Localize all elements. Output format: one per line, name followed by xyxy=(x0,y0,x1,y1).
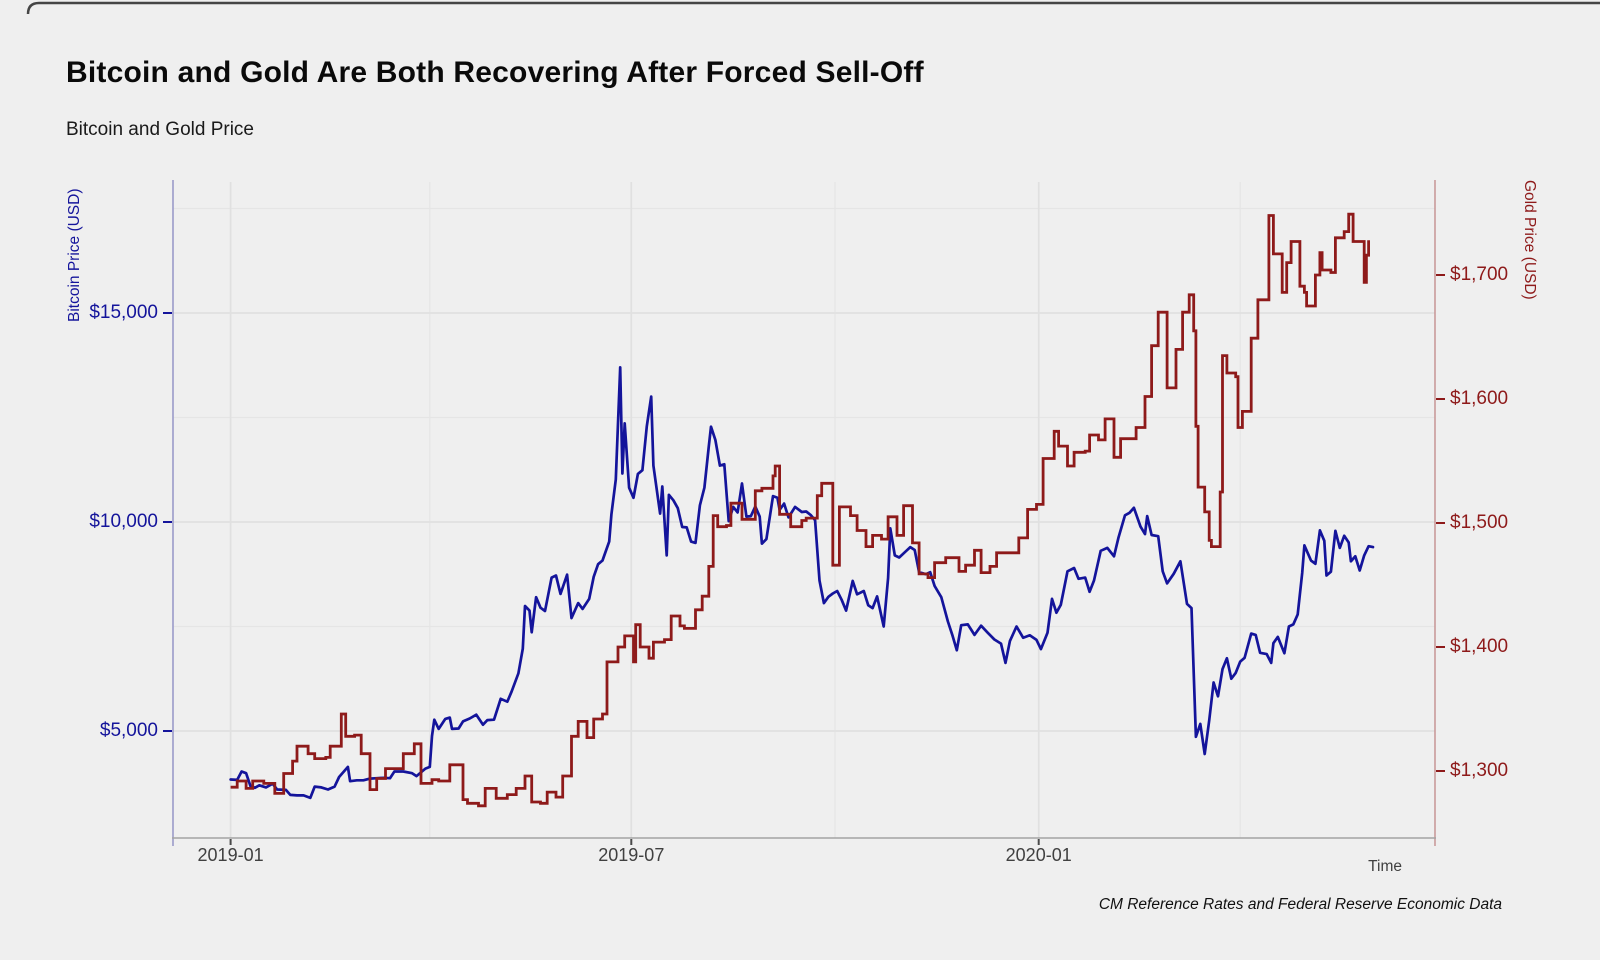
minor-gridlines xyxy=(173,182,1435,838)
bitcoin-series-line xyxy=(229,365,1375,800)
x-axis-ticks xyxy=(229,839,1040,845)
left-axis-ticks xyxy=(163,312,172,732)
left-axis-tick-label: $10,000 xyxy=(89,510,158,532)
gold-series-line xyxy=(230,212,1370,808)
chart-title: Bitcoin and Gold Are Both Recovering Aft… xyxy=(66,56,924,89)
right-axis-tick-label: $1,400 xyxy=(1450,636,1509,658)
right-axis-tick-label: $1,500 xyxy=(1450,512,1509,534)
chart-subtitle: Bitcoin and Gold Price xyxy=(66,119,254,140)
left-axis-tick-label: $5,000 xyxy=(99,719,158,741)
x-axis-tick-label: 2020-01 xyxy=(1005,845,1072,865)
window-top-border xyxy=(26,1,1600,15)
left-axis-title: Bitcoin Price (USD) xyxy=(66,188,83,323)
source-caption: CM Reference Rates and Federal Reserve E… xyxy=(1098,896,1502,913)
left-axis-tick-label: $15,000 xyxy=(89,301,158,323)
right-axis-title: Gold Price (USD) xyxy=(1521,180,1538,300)
major-gridlines xyxy=(173,182,1435,838)
right-axis-tick-label: $1,300 xyxy=(1450,760,1509,782)
x-axis-title: Time xyxy=(1368,858,1402,875)
right-axis-ticks xyxy=(1436,274,1445,772)
right-axis-tick-label: $1,600 xyxy=(1450,388,1509,409)
x-axis-tick-label: 2019-01 xyxy=(197,845,264,865)
x-axis-tick-label: 2019-07 xyxy=(598,845,665,865)
right-axis-tick-label: $1,700 xyxy=(1450,264,1509,285)
